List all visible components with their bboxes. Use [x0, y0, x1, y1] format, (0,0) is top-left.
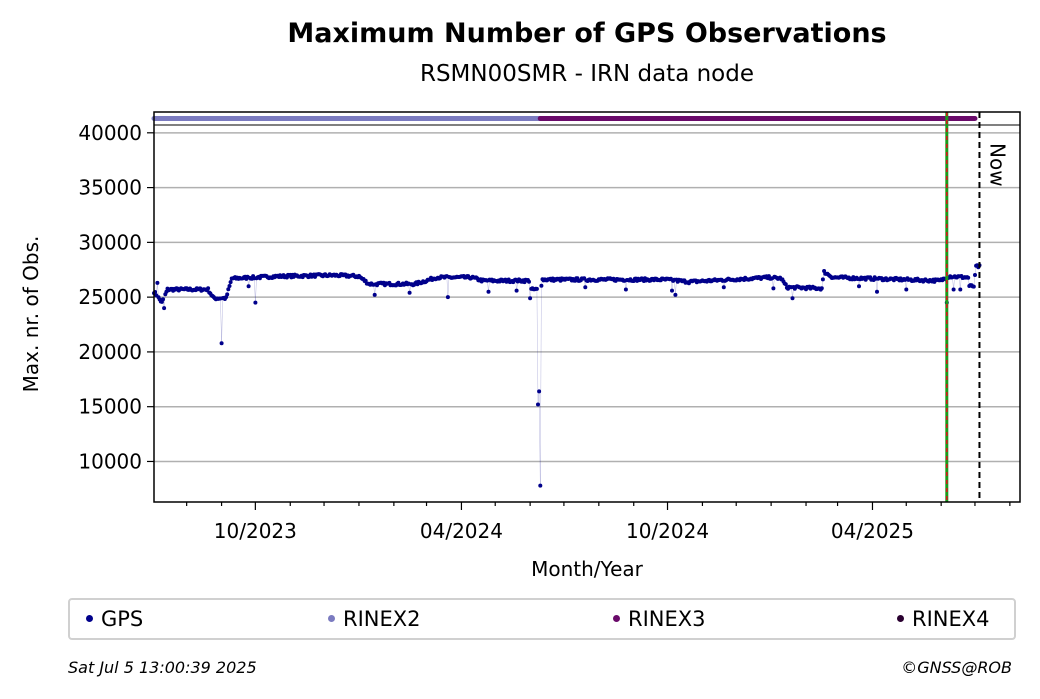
- y-tick-label: 35000: [78, 176, 142, 200]
- gps-data-point: [514, 288, 519, 293]
- x-tick-label: 04/2024: [420, 519, 503, 543]
- footer-copyright: ©GNSS@ROB: [901, 658, 1012, 677]
- gps-data-point: [486, 289, 491, 294]
- gps-data-point: [783, 282, 788, 287]
- gps-data-point: [206, 286, 211, 291]
- gps-data-point: [162, 306, 167, 311]
- gps-data-point: [538, 483, 543, 488]
- gps-data-point: [372, 292, 377, 297]
- x-tick-label: 04/2025: [831, 519, 914, 543]
- legend-item-rinex3: RINEX3: [613, 606, 706, 632]
- y-axis-ticks: 10000 15000 20000 25000 30000 35000 40000: [78, 121, 154, 473]
- chart-subtitle: RSMN00SMR - IRN data node: [420, 61, 754, 87]
- gps-data-point: [958, 287, 963, 292]
- gps-data-point: [161, 297, 165, 302]
- gps-data-point: [670, 288, 674, 293]
- rinex2-marker-icon: [328, 614, 335, 622]
- gps-marker-icon: [86, 614, 93, 622]
- gps-data-point: [623, 287, 628, 292]
- x-tick-label: 10/2023: [214, 519, 297, 543]
- gps-data-point: [534, 286, 539, 291]
- x-tick-label: 10/2024: [626, 519, 709, 543]
- gps-data-point: [228, 280, 233, 285]
- gps-data-point: [790, 296, 795, 301]
- gps-data-point: [721, 285, 726, 290]
- y-tick-label: 25000: [78, 285, 142, 309]
- legend-item-gps: GPS: [86, 606, 143, 632]
- y-tick-label: 40000: [78, 121, 142, 145]
- gps-data-point: [226, 287, 231, 292]
- x-axis-ticks: 10/2023 04/2024 10/2024 04/2025: [186, 502, 1011, 543]
- rinex-bands: [151, 116, 1020, 126]
- gps-data-point: [155, 280, 160, 285]
- gps-data-point: [253, 300, 258, 305]
- chart-canvas: Maximum Number of GPS Observations RSMN0…: [19, 18, 1021, 581]
- legend-item-rinex2: RINEX2: [328, 606, 421, 632]
- gps-data-point: [904, 287, 909, 292]
- now-label: Now: [985, 143, 1009, 187]
- gps-series: [152, 263, 982, 488]
- legend-label: RINEX3: [628, 607, 706, 631]
- legend-label: RINEX4: [912, 607, 990, 631]
- gps-data-point: [583, 285, 588, 290]
- gps-data-point: [539, 283, 544, 288]
- gps-data-point: [673, 292, 678, 297]
- gps-data-point: [536, 402, 540, 407]
- gps-series-line: [153, 264, 980, 486]
- gps-data-point: [527, 279, 531, 284]
- vertical-markers: [945, 112, 981, 502]
- gps-data-point: [875, 289, 879, 294]
- legend-item-rinex4: RINEX4: [897, 606, 990, 632]
- gps-data-point: [445, 295, 450, 300]
- gps-data-point: [857, 284, 861, 289]
- gps-data-point: [246, 284, 251, 289]
- gps-data-point: [951, 287, 956, 292]
- gps-data-point: [966, 275, 971, 280]
- gps-data-point: [771, 286, 776, 291]
- plot-frame: [153, 111, 1021, 503]
- gps-data-point: [820, 277, 825, 282]
- gps-data-point: [537, 389, 542, 394]
- gps-data-point: [819, 286, 824, 291]
- gps-data-point: [407, 290, 412, 295]
- gps-data-point: [227, 284, 232, 288]
- grid-lines: [154, 132, 1020, 463]
- gps-data-point: [971, 284, 976, 289]
- chart-title: Maximum Number of GPS Observations: [287, 18, 886, 49]
- y-tick-label: 10000: [78, 449, 142, 473]
- legend-label: GPS: [101, 607, 144, 631]
- footer-timestamp: Sat Jul 5 13:00:39 2025: [68, 658, 257, 677]
- gps-data-point: [528, 296, 533, 301]
- gps-data-point: [973, 273, 977, 277]
- y-tick-label: 20000: [78, 340, 142, 364]
- y-tick-label: 15000: [78, 395, 142, 419]
- legend-label: RINEX2: [343, 607, 421, 631]
- y-tick-label: 30000: [78, 230, 142, 254]
- legend: GPS RINEX2 RINEX3 RINEX4: [68, 598, 1016, 640]
- gps-data-point: [219, 341, 224, 346]
- y-axis-label: Max. nr. of Obs.: [19, 236, 43, 393]
- x-axis-label: Month/Year: [531, 557, 644, 581]
- rinex3-marker-icon: [613, 614, 620, 622]
- rinex4-marker-icon: [897, 614, 904, 622]
- gps-data-point: [225, 292, 230, 297]
